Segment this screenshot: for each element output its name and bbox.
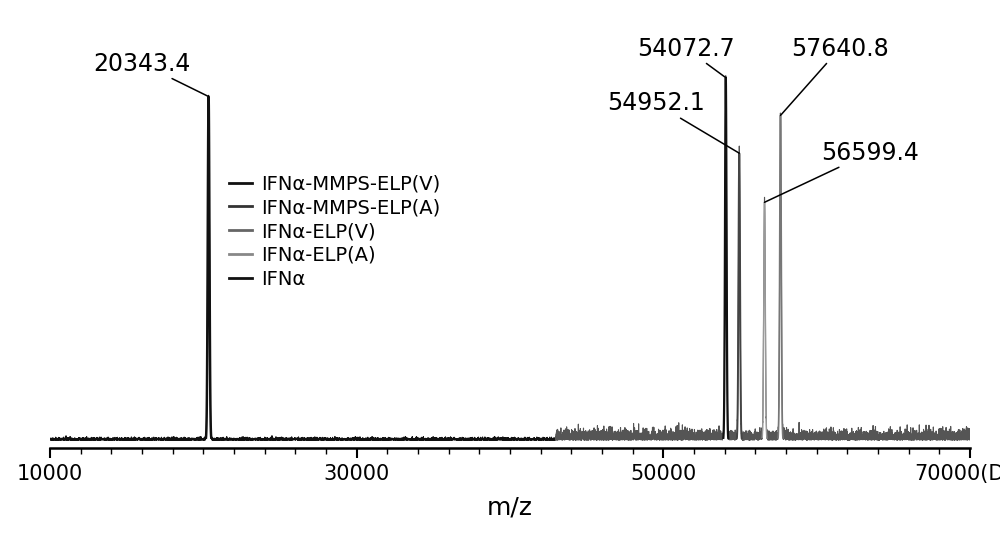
- X-axis label: m/z: m/z: [487, 496, 533, 519]
- Legend: IFNα-MMPS-ELP(V), IFNα-MMPS-ELP(A), IFNα-ELP(V), IFNα-ELP(A), IFNα: IFNα-MMPS-ELP(V), IFNα-MMPS-ELP(A), IFNα…: [221, 167, 449, 296]
- Text: 57640.8: 57640.8: [780, 37, 889, 115]
- Text: 54072.7: 54072.7: [638, 37, 735, 78]
- Text: 56599.4: 56599.4: [765, 140, 919, 202]
- Text: 54952.1: 54952.1: [607, 91, 739, 153]
- Text: 20343.4: 20343.4: [93, 52, 209, 97]
